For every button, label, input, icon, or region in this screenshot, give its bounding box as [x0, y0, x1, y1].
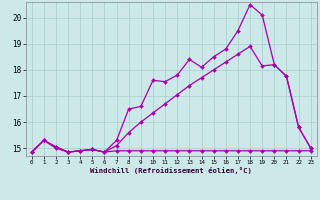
X-axis label: Windchill (Refroidissement éolien,°C): Windchill (Refroidissement éolien,°C): [90, 167, 252, 174]
